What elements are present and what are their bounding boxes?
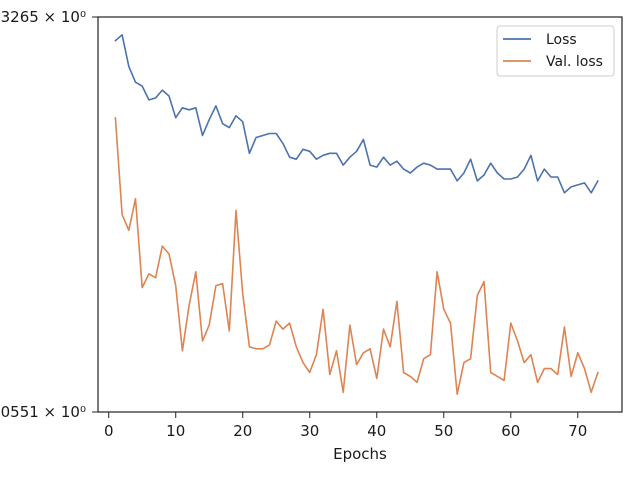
series-layer (114, 33, 599, 396)
x-tick-label: 20 (233, 422, 252, 440)
x-tick-label: 40 (367, 422, 386, 440)
x-axis-ticks: 0 10 20 30 40 50 60 70 (104, 412, 587, 440)
y-tick-label: 3265 × 10⁰ (1, 8, 86, 26)
legend: Loss Val. loss (496, 25, 615, 77)
x-tick-label: 0 (104, 422, 114, 440)
legend-label: Loss (546, 32, 577, 48)
x-tick-label: 10 (166, 422, 185, 440)
legend-label: Val. loss (546, 54, 603, 70)
y-tick-label: 0551 × 10⁰ (1, 403, 86, 421)
x-axis-label: Epochs (333, 445, 387, 463)
series-line-val-loss (114, 116, 599, 396)
x-tick-label: 70 (568, 422, 587, 440)
series-line-loss (114, 33, 599, 194)
plot-area (97, 16, 623, 413)
x-tick-label: 30 (300, 422, 319, 440)
x-tick-label: 60 (501, 422, 520, 440)
x-tick-label: 50 (434, 422, 453, 440)
y-axis-ticks: 3265 × 10⁰ 0551 × 10⁰ (1, 8, 98, 421)
